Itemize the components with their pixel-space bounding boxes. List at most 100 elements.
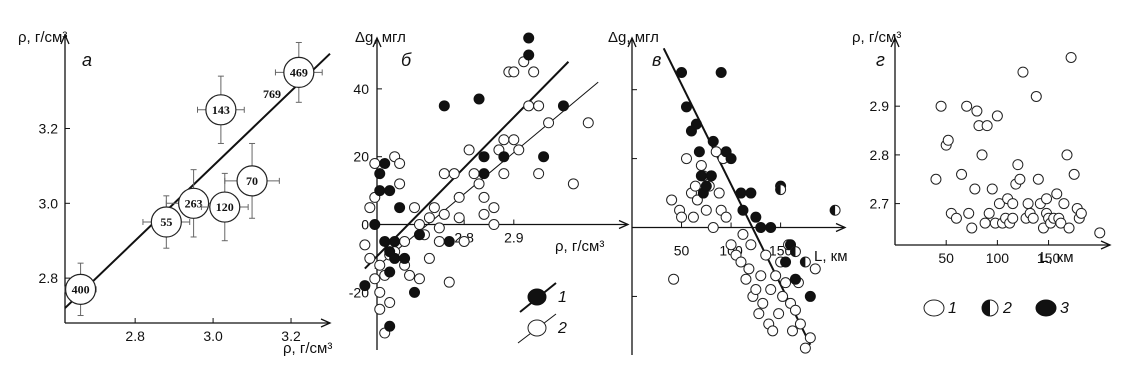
panel-a-xlabel: ρ, г/см³ <box>283 340 332 357</box>
filled-point <box>394 202 406 214</box>
open-point <box>1058 198 1070 210</box>
filled-point <box>707 135 719 147</box>
half-filled-point-half <box>800 256 806 267</box>
y-axis-arrow <box>627 36 637 48</box>
sample-point <box>150 206 182 238</box>
open-point <box>433 222 445 234</box>
sample-label: 263 <box>185 196 203 210</box>
open-point <box>956 168 968 180</box>
open-point <box>498 134 510 146</box>
open-point <box>1022 198 1034 210</box>
open-point <box>488 219 500 231</box>
sample-label: 55 <box>160 215 172 229</box>
legend-1-marker <box>527 288 547 306</box>
open-point <box>666 194 678 206</box>
filled-point <box>473 93 485 105</box>
open-point <box>1030 90 1042 102</box>
filled-point <box>384 266 396 278</box>
open-point <box>809 263 821 275</box>
open-point <box>1068 168 1080 180</box>
x-tick-label: 150 <box>1037 250 1061 266</box>
open-point <box>374 286 386 298</box>
fit-line <box>64 52 331 309</box>
filled-point <box>523 49 535 61</box>
open-point <box>369 157 381 169</box>
filled-point <box>789 273 801 285</box>
open-point <box>981 120 993 132</box>
open-point <box>767 325 779 337</box>
open-point <box>971 105 983 117</box>
filled-point <box>745 187 757 199</box>
open-point <box>773 308 785 320</box>
panel-a-extra-label: 769 <box>263 87 281 101</box>
open-point <box>725 239 737 251</box>
open-point <box>374 303 386 315</box>
filled-point <box>413 229 425 241</box>
open-point <box>369 273 381 285</box>
filled-point <box>389 252 401 264</box>
y-tick-label: 20 <box>353 149 369 165</box>
x-tick-label: 50 <box>938 250 954 266</box>
open-point <box>707 222 719 234</box>
panel-d-xlabel: L, км <box>1040 249 1074 266</box>
open-point <box>976 149 988 161</box>
filled-point <box>438 100 450 112</box>
half-filled-point <box>799 256 811 268</box>
x-tick-label: 3.2 <box>281 328 301 344</box>
sample-point <box>283 56 315 89</box>
open-point <box>753 308 765 320</box>
open-point <box>384 297 396 309</box>
filled-point <box>755 222 767 234</box>
y-tick-label: 0 <box>361 217 369 233</box>
sample-point <box>64 273 97 305</box>
open-point <box>523 100 535 112</box>
open-point <box>1063 222 1075 234</box>
open-point <box>438 168 450 180</box>
open-point <box>394 178 406 190</box>
open-point <box>780 277 792 289</box>
open-point <box>453 191 465 203</box>
open-point <box>543 117 555 129</box>
y-axis-arrow <box>372 36 382 48</box>
open-point <box>668 273 680 285</box>
open-point <box>413 219 425 231</box>
filled-point <box>725 153 737 165</box>
legend-1-marker <box>923 299 945 317</box>
open-point <box>404 269 416 281</box>
half-filled-point-half <box>775 184 781 195</box>
open-point <box>786 325 798 337</box>
x-tick-label: 2.9 <box>504 230 524 246</box>
open-point <box>1075 207 1087 219</box>
sample-point <box>205 94 237 126</box>
open-point <box>743 263 755 275</box>
open-point <box>969 183 981 195</box>
y-tick-label: 2.9 <box>870 98 890 114</box>
open-point <box>935 100 947 112</box>
open-point <box>720 211 732 223</box>
open-point <box>364 202 376 214</box>
open-point <box>567 178 579 190</box>
open-point <box>993 198 1005 210</box>
open-point <box>463 144 475 156</box>
x-axis-arrow <box>1100 240 1112 250</box>
panel-a-ylabel: ρ, г/см³ <box>18 29 67 46</box>
open-point <box>478 208 490 220</box>
filled-point <box>389 235 401 247</box>
open-point <box>533 100 545 112</box>
filled-point <box>695 170 707 182</box>
panel-c-xlabel: L, км <box>814 248 848 265</box>
y-tick-label: 40 <box>353 81 369 97</box>
open-point <box>1055 217 1067 229</box>
open-point <box>443 276 455 288</box>
open-point <box>757 297 769 309</box>
sample-point <box>236 165 268 197</box>
sample-point <box>209 191 241 223</box>
half-filled-point-half <box>790 246 796 257</box>
filled-point <box>379 157 391 169</box>
open-point <box>448 168 460 180</box>
sample-label: 70 <box>246 174 258 188</box>
half-filled-point <box>789 246 801 258</box>
filled-point <box>557 100 569 112</box>
open-point <box>991 110 1003 122</box>
